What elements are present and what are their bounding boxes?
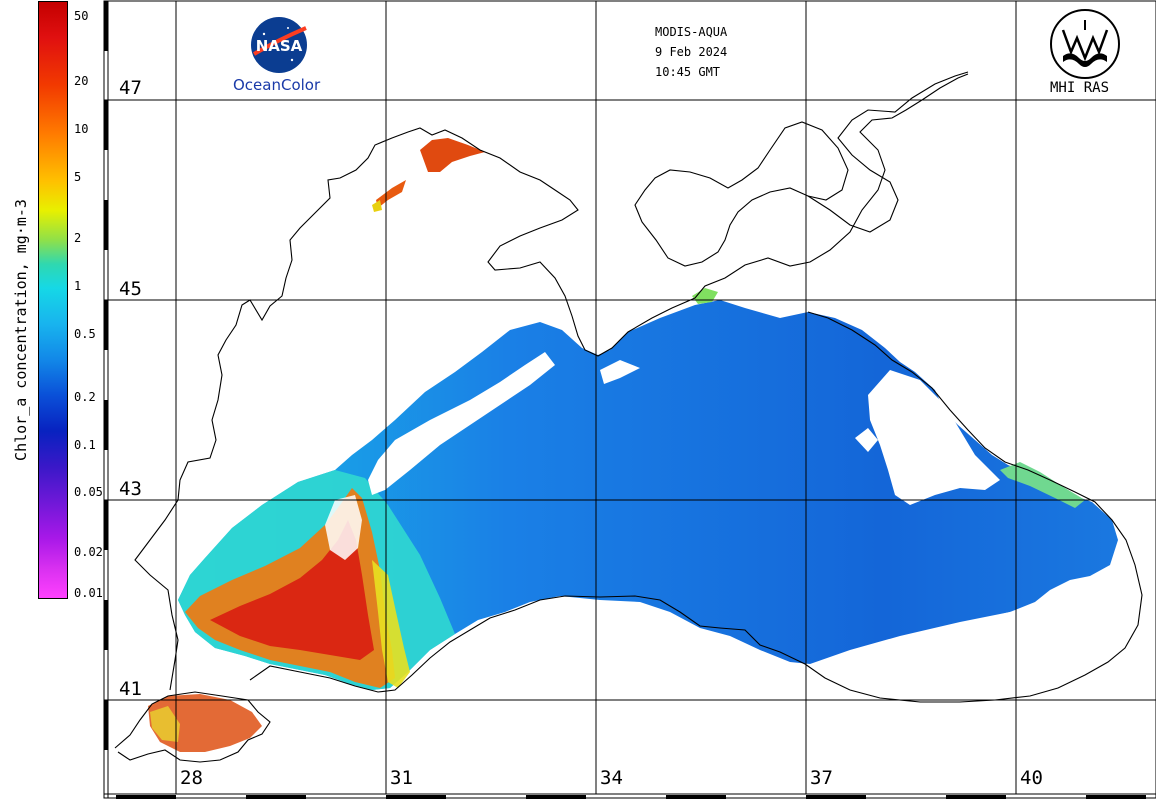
lon-label-37: 37 <box>809 767 834 789</box>
lon-label-34: 34 <box>599 767 624 789</box>
oceancolor-label: OceanColor <box>233 76 321 94</box>
colorbar-tick: 20 <box>74 74 89 88</box>
mhi-logo <box>1050 9 1120 79</box>
time-label: 10:45 GMT <box>655 65 721 79</box>
western-bloom-core <box>210 520 374 660</box>
marmara-yellow <box>150 706 180 742</box>
lat-label-45: 45 <box>118 278 143 300</box>
colorbar-tick: 0.02 <box>74 545 103 559</box>
lon-label-28: 28 <box>179 767 204 789</box>
nasa-logo: NASA <box>251 17 307 73</box>
colorbar-tick: 0.2 <box>74 390 96 404</box>
left-scale-bar <box>104 1 109 798</box>
colorbar <box>38 1 68 599</box>
lat-label-43: 43 <box>118 478 143 500</box>
cloud-south-crimea <box>600 360 640 384</box>
colorbar-tick: 50 <box>74 9 89 23</box>
lon-label-40: 40 <box>1019 767 1044 789</box>
colorbar-tick: 10 <box>74 122 89 136</box>
nasa-text: NASA <box>256 37 303 55</box>
cloud-west-sea <box>300 365 380 470</box>
date-label: 9 Feb 2024 <box>655 45 728 59</box>
colorbar-tick: 1 <box>74 279 82 293</box>
odessa-bloom <box>420 138 485 172</box>
mhi-label: MHI RAS <box>1050 80 1110 96</box>
east-coast-rim <box>1000 462 1085 508</box>
cloud-west-shelf <box>325 495 362 560</box>
bottom-scale-bar <box>104 793 1156 799</box>
sensor-label: MODIS-AQUA <box>655 25 728 39</box>
colorbar-tick: 0.05 <box>74 485 103 499</box>
graticule <box>104 1 1156 794</box>
cloud-east-holes <box>855 428 878 452</box>
lat-label-41: 41 <box>118 678 143 700</box>
nw-yellow-spot <box>372 200 382 212</box>
cloud-east-sea <box>868 370 1000 505</box>
lon-label-31: 31 <box>389 767 414 789</box>
colorbar-tick: 5 <box>74 170 82 184</box>
colorbar-tick: 0.01 <box>74 586 103 600</box>
western-bloom-yellow-edge <box>372 560 410 688</box>
colorbar-tick: 0.5 <box>74 327 96 341</box>
colorbar-tick: 2 <box>74 231 82 245</box>
lat-label-47: 47 <box>118 77 143 99</box>
colorbar-tick: 0.1 <box>74 438 96 452</box>
cloud-crimea-west <box>368 352 555 495</box>
colorbar-title: Chlor_a concentration, mg·m-3 <box>12 199 30 461</box>
dniester-bloom <box>376 180 406 208</box>
cloud-southeast <box>815 545 1150 698</box>
map-frame <box>103 0 1156 799</box>
